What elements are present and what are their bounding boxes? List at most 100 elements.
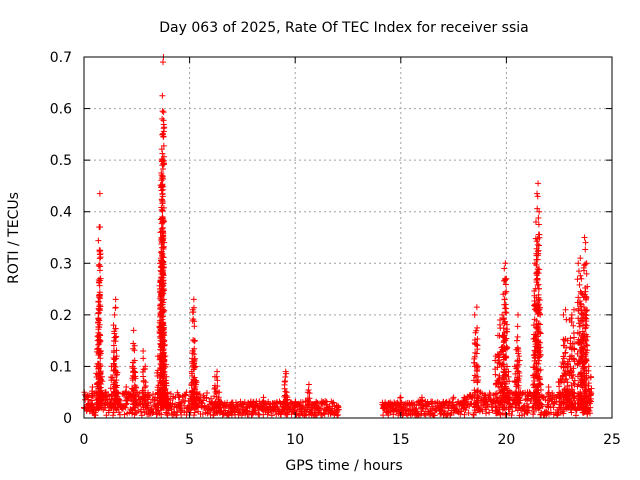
spike-point: [284, 394, 291, 401]
x-tick-label: 5: [185, 432, 194, 448]
spike-point: [89, 400, 96, 407]
spike-point: [580, 303, 587, 310]
data-point: [164, 389, 171, 396]
data-point: [282, 368, 289, 375]
spike-point: [398, 399, 405, 406]
spike-point: [505, 396, 512, 403]
spike-point: [535, 357, 542, 364]
spike-point: [546, 397, 553, 404]
spike-point: [123, 396, 130, 403]
data-point: [473, 304, 480, 311]
spike-point: [571, 395, 578, 402]
spike-point: [536, 376, 543, 383]
x-tick-labels: 0 5 10 15 20 25: [80, 432, 621, 448]
noise-point: [550, 404, 557, 411]
noise-point: [413, 405, 420, 412]
spike-point: [545, 391, 552, 398]
data-point: [191, 337, 198, 344]
spike-point: [191, 385, 198, 392]
spike-point: [496, 357, 503, 364]
data-point: [113, 353, 120, 360]
data-point: [193, 389, 200, 396]
spike-point: [579, 328, 586, 335]
spike-point: [114, 382, 121, 389]
spike-point: [534, 241, 541, 248]
spike-point: [534, 324, 541, 331]
spike-point: [450, 395, 457, 402]
data-point: [305, 381, 312, 388]
spike-point: [140, 373, 147, 380]
spike-point: [160, 183, 167, 190]
data-point: [585, 363, 592, 370]
spike-point: [562, 349, 569, 356]
spike-point: [213, 373, 220, 380]
spike-point: [142, 379, 149, 386]
spike-point: [582, 246, 589, 253]
noise-point: [299, 404, 306, 411]
spike-point: [162, 361, 169, 368]
spike-point: [503, 354, 510, 361]
spike-point: [96, 321, 103, 328]
spike-point: [533, 332, 540, 339]
noise-point: [200, 397, 207, 404]
spike-point: [159, 251, 166, 258]
noise-point: [137, 408, 144, 415]
spike-point: [515, 400, 522, 407]
spike-point: [504, 387, 511, 394]
spike-point: [122, 404, 129, 411]
spike-point: [160, 245, 167, 252]
spike-point: [190, 366, 197, 373]
spike-point: [140, 355, 147, 362]
spike-point: [506, 378, 513, 385]
spike-point: [536, 234, 543, 241]
spike-point: [123, 390, 130, 397]
spike-point: [160, 153, 167, 160]
data-point: [114, 389, 121, 396]
spike-point: [418, 404, 425, 411]
noise-point: [461, 411, 468, 418]
spike-point: [160, 272, 167, 279]
spike-point: [191, 323, 198, 330]
noise-point: [488, 404, 495, 411]
spike-point: [533, 333, 540, 340]
spike-point: [500, 325, 507, 332]
spike-point: [577, 300, 584, 307]
spike-point: [535, 326, 542, 333]
data-point: [515, 311, 522, 318]
data-point: [102, 389, 109, 396]
spike-point: [582, 261, 589, 268]
data-point: [380, 404, 387, 411]
plot-frame: [83, 56, 613, 419]
spike-point: [576, 281, 583, 288]
spike-point: [563, 344, 570, 351]
spike-point: [440, 401, 447, 408]
data-point: [111, 311, 118, 318]
data-point: [249, 399, 256, 406]
noise-point: [295, 412, 302, 419]
spike-point: [474, 394, 481, 401]
spike-point: [161, 307, 168, 314]
spike-point: [305, 387, 312, 394]
spike-point: [96, 379, 103, 386]
spike-point: [537, 330, 544, 337]
spike-point: [160, 161, 167, 168]
grid-lines: [84, 57, 612, 418]
spike-point: [189, 350, 196, 357]
spike-point: [475, 377, 482, 384]
spike-point: [164, 395, 171, 402]
spike-point: [159, 173, 166, 180]
spike-point: [582, 324, 589, 331]
spike-point: [192, 355, 199, 362]
spike-point: [112, 325, 119, 332]
y-tick-label: 0.7: [50, 50, 72, 66]
data-point: [163, 373, 170, 380]
spike-point: [97, 275, 104, 282]
noise-point: [273, 399, 280, 406]
spike-point: [474, 336, 481, 343]
spike-point: [108, 392, 115, 399]
spike-point: [97, 348, 104, 355]
spike-point: [97, 303, 104, 310]
data-point: [513, 337, 520, 344]
spike-point: [545, 401, 552, 408]
